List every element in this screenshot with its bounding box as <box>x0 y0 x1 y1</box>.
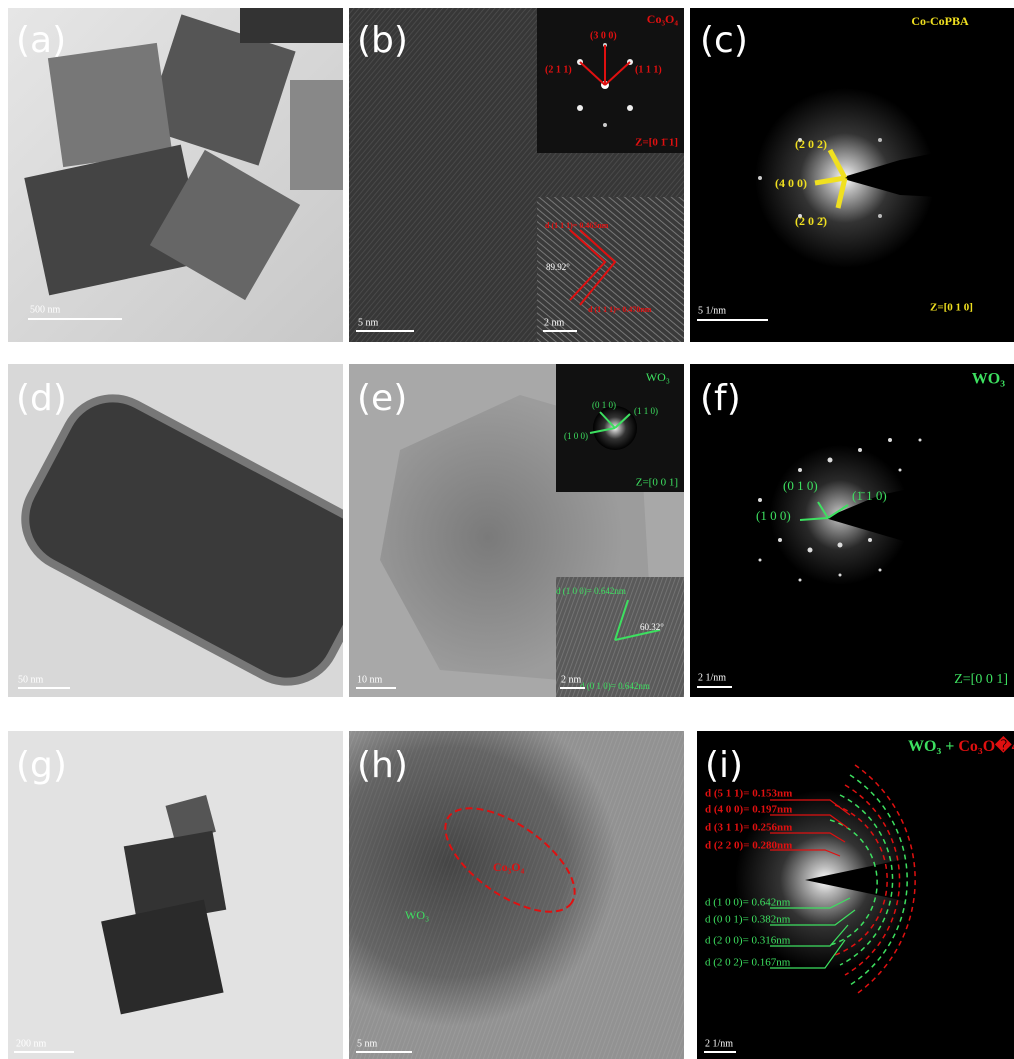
inset-scale-bar-label: 2 nm <box>544 317 565 328</box>
spot-label: (4 0 0) <box>775 176 807 190</box>
d-spacing: d (1 1 1)= 0.470nm <box>588 305 652 314</box>
angle: 89.92° <box>546 262 570 272</box>
spot-label: (0 1 0) <box>592 400 616 410</box>
panel-label: (a) <box>16 20 66 61</box>
zone-axis: Z=[0 1̄ 1] <box>635 137 678 149</box>
inset-scale-bar-label: 2 nm <box>561 674 582 685</box>
d-spacing: d (1 0 0)= 0.642nm <box>556 586 626 596</box>
inset-title: Co₃O₄ <box>647 12 679 26</box>
scale-bar-label: 10 nm <box>357 674 383 685</box>
panel-d: (d) 50 nm <box>8 364 343 697</box>
d-spacing: d (0 1 0)= 0.642nm <box>580 681 650 691</box>
spot-label: (1 1 1) <box>635 64 662 75</box>
scale-bar-label: 2 1/nm <box>705 1038 733 1049</box>
panel-title: WO₃ + Co₃O�4 <box>908 735 1014 755</box>
spot-label: (1̄ 1 0) <box>852 488 887 503</box>
panel-label: (e) <box>357 378 407 419</box>
spot-label: (3 0 0) <box>590 30 617 41</box>
scale-bar-label: 50 nm <box>18 674 44 685</box>
panel-label: (f) <box>700 378 741 419</box>
d-spacing: d (1 0 0)= 0.642nm <box>705 897 791 909</box>
d-spacing: d (5 1 1)= 0.153nm <box>705 788 792 800</box>
panel-label: (h) <box>357 745 408 786</box>
panel-title: Co-CoPBA <box>911 14 969 28</box>
panel-label: (d) <box>16 378 67 419</box>
panel-h: (h) Co₃O₄ WO₃ 5 nm <box>349 731 684 1059</box>
panel-title: WO₃ <box>972 371 1005 388</box>
scale-bar-label: 5 nm <box>358 317 379 328</box>
title-part: Co₃O�4 <box>958 735 1014 755</box>
panel-label: (c) <box>700 20 748 61</box>
d-spacing: d (2 0 2)= 0.167nm <box>705 957 791 969</box>
spot-label: (0 1 0) <box>783 478 818 493</box>
scale-bar-label: 200 nm <box>16 1038 47 1049</box>
d-spacing: d (2 2 0)= 0.280nm <box>705 840 792 852</box>
panel-e: (e) WO₃ (0 1 0) (1 1 0) (1 0 0) Z=[0 0 1… <box>349 364 684 697</box>
spot-label: (1 0 0) <box>756 508 791 523</box>
region-label: WO₃ <box>405 908 429 922</box>
d-spacing: d (4 0 0)= 0.197nm <box>705 804 792 816</box>
panel-f: (f) WO₃ (0 1 0) (1̄ 1 0) (1 0 0) 2 1/nm … <box>690 364 1014 697</box>
panel-g: (g) 200 nm <box>8 731 343 1059</box>
d-spacing: d (2 0 0)= 0.316nm <box>705 935 791 947</box>
scale-bar-label: 5 1/nm <box>698 305 726 316</box>
panel-c: (c) Co-CoPBA (2 0 2) (4 0 0) (2 0 2̄) 5 … <box>690 8 1014 342</box>
zone-axis: Z=[0 0 1] <box>954 672 1008 687</box>
panel-label: (i) <box>705 745 743 786</box>
spot-label: (2 0 2̄) <box>795 214 827 228</box>
title-part: WO₃ + <box>908 738 958 755</box>
scale-bar-label: 2 1/nm <box>698 672 726 683</box>
zone-axis: Z=[0 1 0] <box>930 302 973 314</box>
spot-label: (2 1 1) <box>545 64 572 75</box>
inset-title: WO₃ <box>646 370 670 384</box>
d-spacing: d (0 0 1)= 0.382nm <box>705 914 791 926</box>
panel-label: (b) <box>357 20 408 61</box>
d-spacing: d (1 1 1)= 0.465nm <box>545 221 609 230</box>
spot-label: (1 1 0) <box>634 406 658 416</box>
scale-bar-label: 5 nm <box>357 1038 378 1049</box>
spot-label: (1 0 0) <box>564 431 588 441</box>
panel-a: (a) 500 nm <box>8 8 343 342</box>
panel-label: (g) <box>16 745 67 786</box>
panel-i: (i) WO₃ + Co₃O�4 d (5 1 1)= 0.153nm d (4… <box>697 731 1014 1059</box>
spot-label: (2 0 2) <box>795 137 827 151</box>
region-label: Co₃O₄ <box>493 860 525 874</box>
angle: 60.32° <box>640 622 664 632</box>
scale-bar-label: 500 nm <box>30 304 61 315</box>
zone-axis: Z=[0 0 1] <box>636 477 678 489</box>
panel-b: (b) Co₃O₄ (3 0 0) (2 1 1) (1 1 1) Z=[0 1… <box>349 8 684 342</box>
d-spacing: d (3 1 1)= 0.256nm <box>705 822 792 834</box>
